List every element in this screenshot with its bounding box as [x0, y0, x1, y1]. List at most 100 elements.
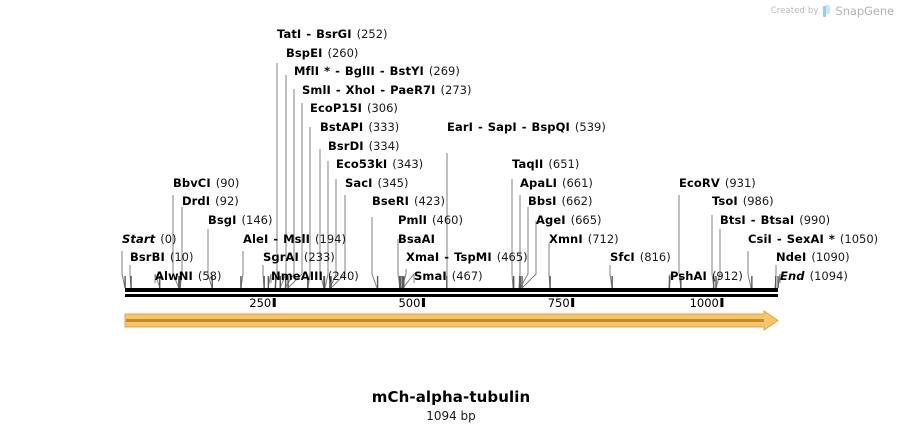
restriction-site-tick[interactable] [211, 276, 213, 288]
label-alei-msli[interactable]: AleI - MslI (194) [243, 233, 346, 245]
label-xmai-tspmi[interactable]: XmaI - TspMI (465) [406, 251, 528, 263]
restriction-site-tick[interactable] [267, 276, 270, 288]
enzyme-name: AgeI [536, 213, 566, 227]
label-eari-sapi-bspqi[interactable]: EarI - SapI - BspQI (539) [447, 121, 606, 133]
restriction-site-tick[interactable] [775, 276, 777, 288]
label-smli-xhoi-paer7i[interactable]: SmlI - XhoI - PaeR7I (273) [302, 84, 471, 96]
label-agei[interactable]: AgeI (665) [536, 214, 602, 226]
restriction-site-tick[interactable] [279, 276, 281, 288]
label-bspei[interactable]: BspEI (260) [286, 47, 358, 59]
enzyme-name: - [517, 120, 531, 134]
label-smai[interactable]: SmaI (467) [414, 270, 483, 282]
restriction-site-tick[interactable] [376, 276, 379, 288]
site-position: (539) [574, 120, 606, 134]
label-ndei[interactable]: NdeI (1090) [776, 251, 850, 263]
enzyme-name: BsrGI [316, 27, 352, 41]
label-mfli-bglii-bstyi[interactable]: MflI * - BglII - BstYI (269) [294, 65, 460, 77]
site-position: (146) [241, 213, 273, 227]
label-sfci[interactable]: SfcI (816) [610, 251, 671, 263]
ruler-tick-label: 1000 [689, 296, 719, 310]
label-taqii[interactable]: TaqII (651) [512, 158, 579, 170]
restriction-site-tick[interactable] [130, 276, 132, 288]
restriction-site-tick[interactable] [680, 276, 682, 288]
restriction-site-tick[interactable] [179, 276, 181, 288]
restriction-site-tick[interactable] [274, 276, 277, 288]
restriction-site-tick[interactable] [284, 276, 287, 288]
label-bsrdi[interactable]: BsrDI (334) [328, 140, 400, 152]
label-bsrbi[interactable]: BsrBI (10) [130, 251, 193, 263]
enzyme-name: BstYI [389, 64, 424, 79]
restriction-site-tick[interactable] [398, 276, 401, 288]
restriction-site-tick[interactable] [124, 276, 126, 288]
label-ecorv[interactable]: EcoRV (931) [679, 177, 756, 189]
site-position: (334) [368, 138, 400, 153]
ruler-tick-label: 500 [398, 296, 421, 310]
restriction-site-tick[interactable] [549, 276, 551, 288]
label-tsoi[interactable]: TsoI (986) [712, 195, 774, 207]
restriction-site-tick[interactable] [159, 276, 161, 288]
restriction-site-tick[interactable] [330, 276, 332, 288]
restriction-site-tick[interactable] [777, 276, 779, 288]
label-apali[interactable]: ApaLI (661) [520, 177, 593, 189]
label-nmeaiii[interactable]: NmeAIII (240) [271, 270, 359, 282]
restriction-site-tick[interactable] [715, 276, 717, 288]
label-tati-bsrgi[interactable]: TatI - BsrGI (252) [277, 28, 388, 40]
label-bsaai[interactable]: BsaAI [398, 233, 435, 245]
enzyme-name: SapI [487, 120, 517, 134]
restriction-site-tick[interactable] [512, 276, 515, 288]
sequence-length-label: 1094 bp [426, 409, 476, 423]
restriction-site-tick[interactable] [668, 276, 671, 288]
restriction-site-tick[interactable] [307, 276, 309, 288]
restriction-site-tick[interactable] [446, 276, 448, 288]
restriction-site-tick[interactable] [712, 276, 715, 288]
restriction-site-tick[interactable] [611, 276, 613, 288]
restriction-site-tick[interactable] [400, 276, 402, 288]
enzyme-name: MflI [294, 64, 320, 79]
label-pmli[interactable]: PmlI (460) [398, 214, 463, 226]
label-pshai[interactable]: PshAI (912) [670, 270, 743, 282]
label-ecop15i[interactable]: EcoP15I (306) [310, 102, 398, 114]
label-sgrai[interactable]: SgrAI (233) [263, 251, 335, 263]
enzyme-name: SfcI [610, 250, 635, 265]
restriction-site-tick[interactable] [329, 276, 331, 288]
enzyme-name: - [302, 27, 316, 41]
label-bstapi[interactable]: BstAPI (333) [320, 121, 399, 133]
label-end[interactable]: End (1094) [780, 270, 848, 282]
enzyme-name: - [772, 231, 786, 246]
restriction-site-tick[interactable] [401, 276, 404, 288]
restriction-site-tick[interactable] [521, 276, 523, 288]
restriction-site-tick[interactable] [323, 276, 326, 288]
restriction-site-tick[interactable] [287, 276, 289, 288]
label-csii-sexai[interactable]: CsiI - SexAI * (1050) [748, 233, 878, 245]
enzyme-name: ApaLI [520, 175, 557, 190]
label-bseri[interactable]: BseRI (423) [372, 195, 445, 207]
label-saci[interactable]: SacI (345) [345, 177, 408, 189]
label-btsi-btsai[interactable]: BtsI - BtsaI (990) [720, 214, 830, 226]
label-bsgi[interactable]: BsgI (146) [208, 214, 272, 226]
site-position: (816) [639, 250, 671, 265]
restriction-site-tick[interactable] [263, 276, 265, 288]
site-position: (465) [496, 250, 528, 265]
restriction-site-tick[interactable] [751, 276, 753, 288]
label-xmni[interactable]: XmnI (712) [549, 233, 619, 245]
enzyme-name: - [331, 64, 344, 79]
ruler-tick-mark [272, 298, 276, 307]
restriction-site-tick[interactable] [178, 276, 180, 288]
restriction-site-tick[interactable] [240, 276, 242, 288]
label-drdi[interactable]: DrdI (92) [182, 195, 239, 207]
label-alwni[interactable]: AlwNI (58) [155, 270, 221, 282]
restriction-site-tick[interactable] [519, 276, 521, 288]
label-bbvci[interactable]: BbvCI (90) [173, 177, 239, 189]
sequence-title-block: mCh-alpha-tubulin 1094 bp [0, 388, 902, 423]
leader-line [521, 221, 537, 289]
leader-line [279, 75, 287, 289]
ruler-tick-label: 750 [547, 296, 570, 310]
restriction-site-tick[interactable] [403, 276, 405, 288]
label-start[interactable]: Start (0) [122, 233, 177, 245]
site-position: (931) [724, 175, 756, 190]
label-bbsi[interactable]: BbsI (662) [528, 195, 592, 207]
ruler-tick-mark [421, 298, 425, 307]
enzyme-name: EcoP15I [310, 101, 362, 116]
label-eco53ki[interactable]: Eco53kI (343) [336, 158, 423, 170]
leader-line [371, 217, 378, 289]
